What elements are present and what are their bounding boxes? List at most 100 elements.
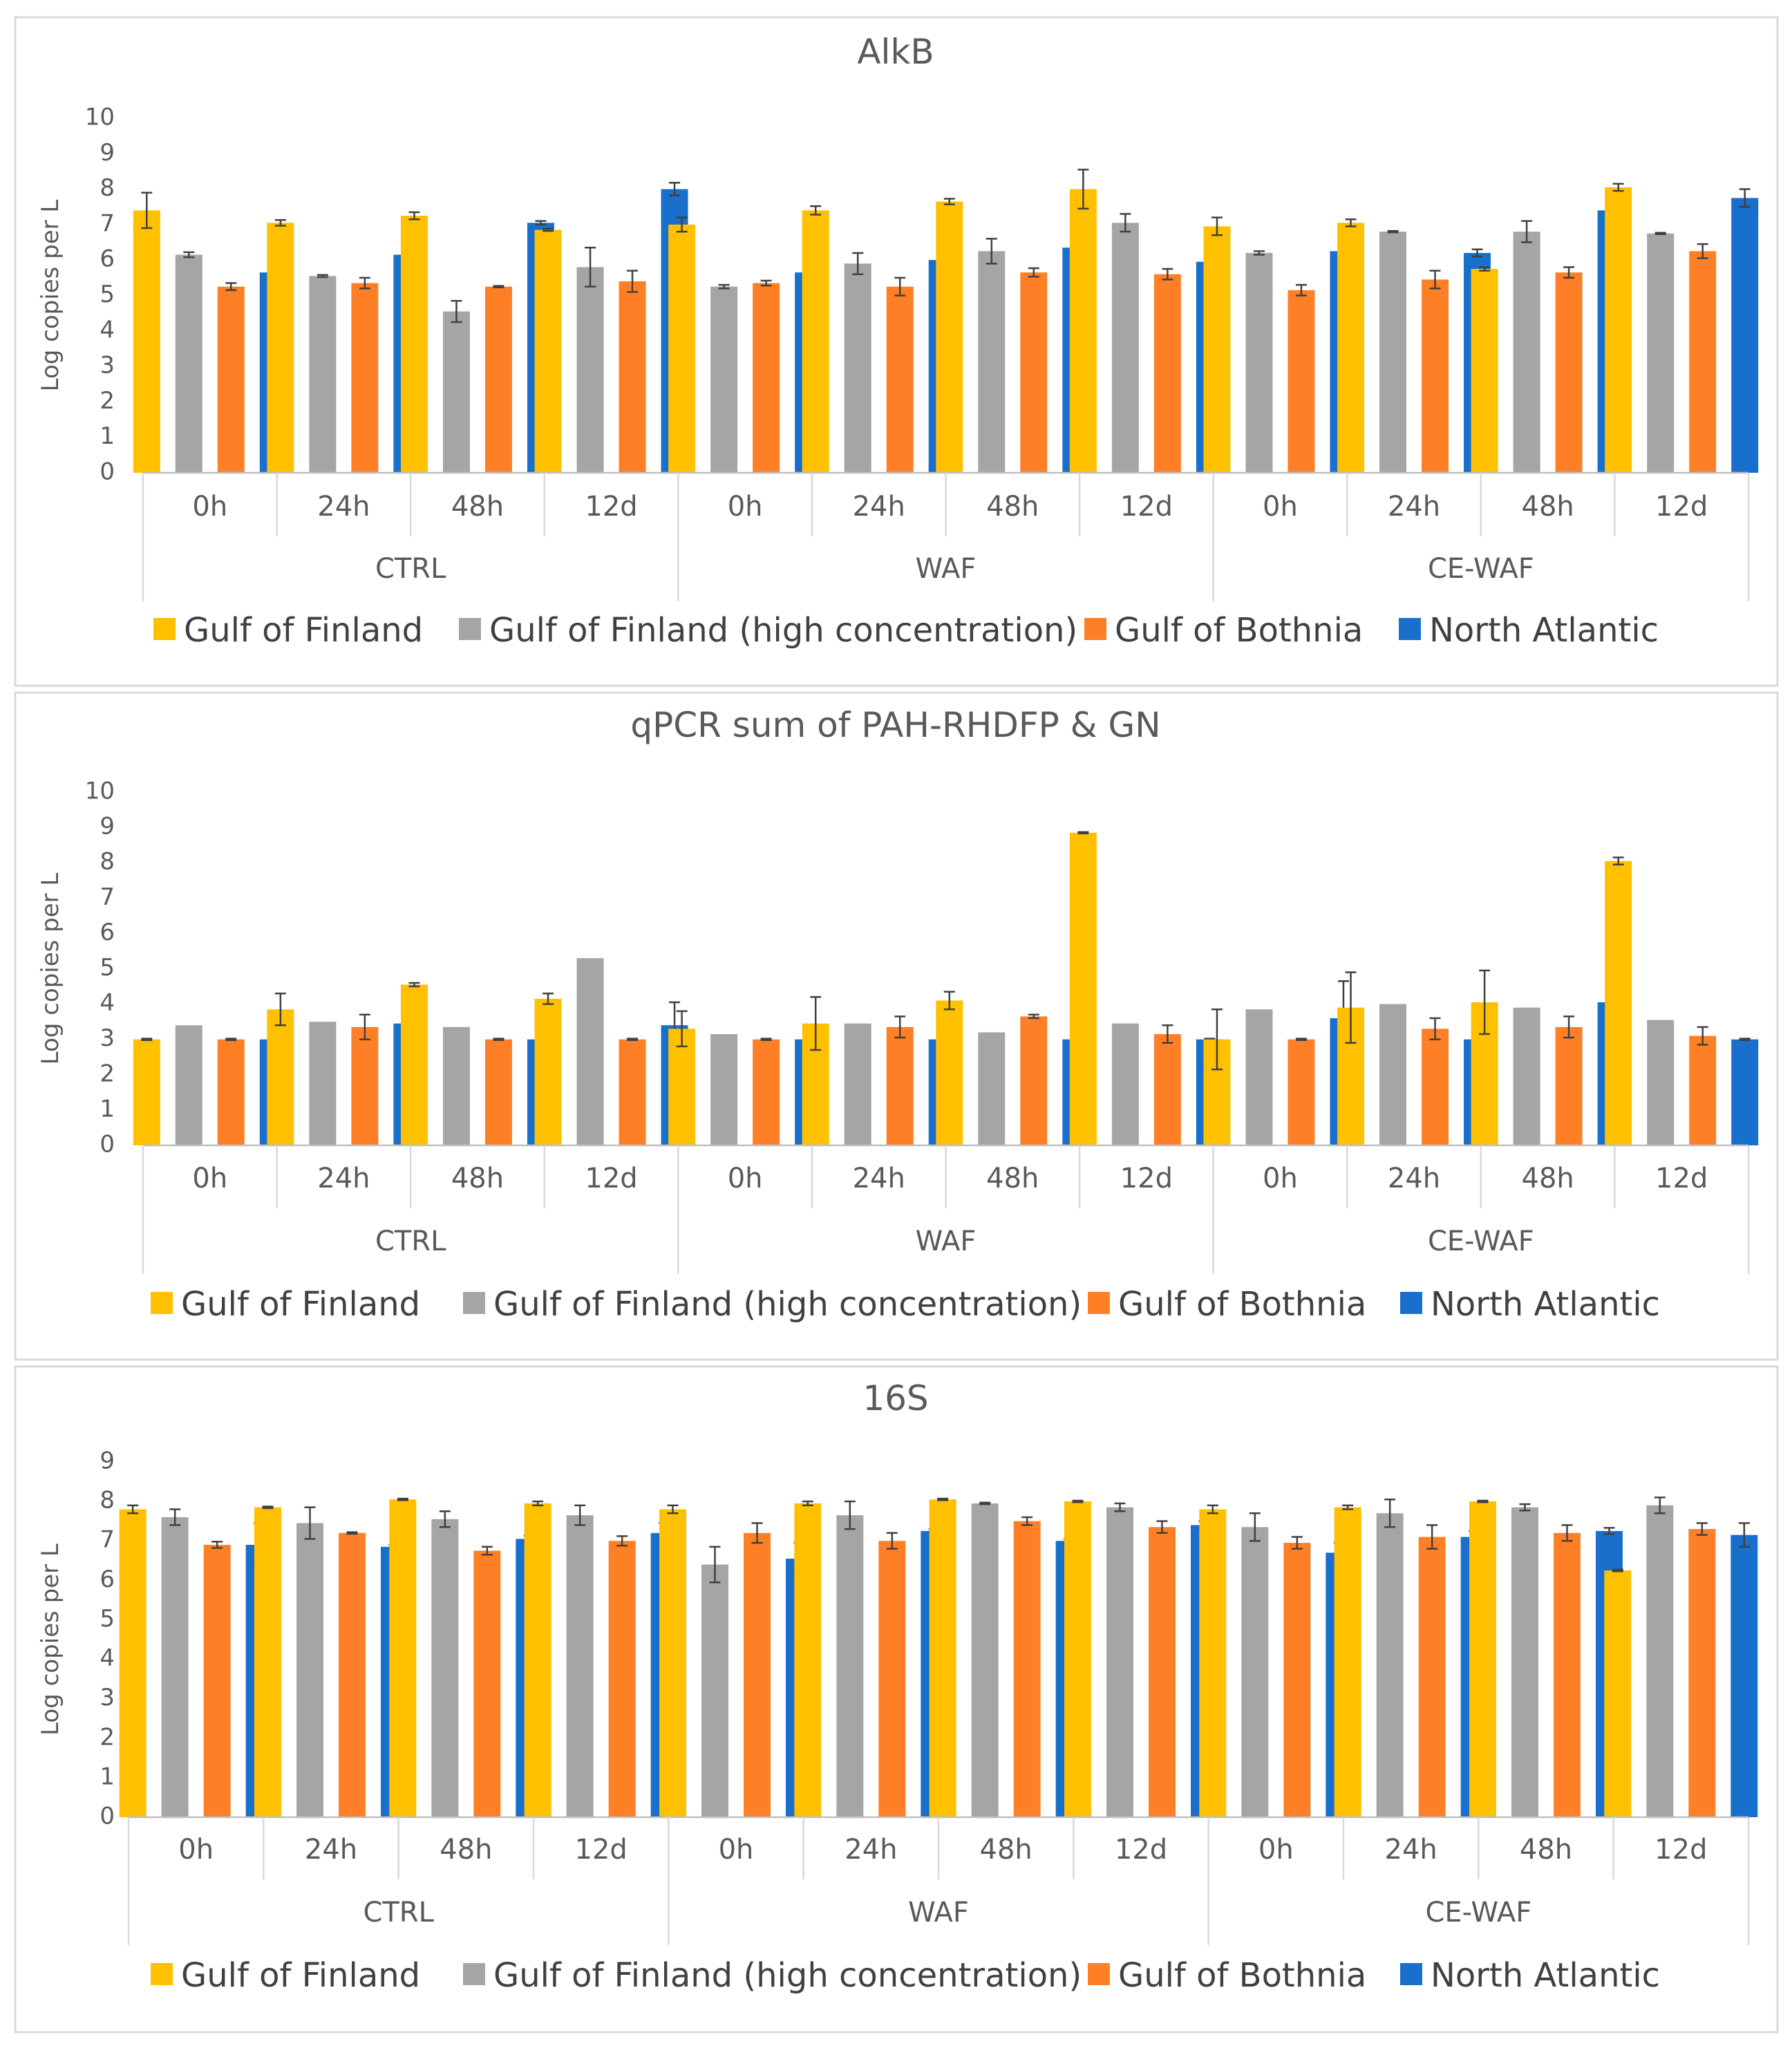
bar-gulf-finland-high	[1379, 232, 1407, 473]
error-bar	[439, 1510, 451, 1528]
group-label: WAF	[916, 553, 977, 585]
error-bar	[359, 1013, 370, 1040]
group-label: WAF	[908, 1897, 969, 1928]
bar-gulf-finland	[524, 1503, 551, 1817]
error-bar	[627, 1038, 639, 1041]
bar-gulf-finland-high	[1376, 1513, 1404, 1817]
error-bar	[141, 191, 153, 229]
bar-gulf-finland-high	[309, 276, 337, 473]
bar-gulf-finland-high	[296, 1523, 323, 1817]
error-bar	[852, 252, 864, 275]
error-bar	[1697, 1026, 1708, 1046]
legend-swatch	[463, 1292, 485, 1314]
bar-gulf-bothnia	[1688, 1529, 1716, 1817]
x-tick-label: 0h	[192, 491, 227, 523]
y-tick-label: 9	[100, 139, 115, 167]
bar-gulf-bothnia	[753, 283, 780, 473]
group-label: CTRL	[375, 553, 446, 585]
legend-swatch	[463, 1963, 485, 1985]
error-bar	[1479, 969, 1491, 1035]
bar-gulf-finland-high	[442, 311, 470, 473]
x-tick-label: 48h	[1522, 491, 1574, 523]
x-tick-label: 48h	[451, 1163, 504, 1194]
x-tick-label: 12d	[1120, 1163, 1173, 1194]
bar-gulf-bothnia	[1153, 1034, 1181, 1145]
error-bar	[1211, 216, 1223, 236]
error-bar	[1077, 831, 1089, 835]
error-bar	[894, 1015, 906, 1039]
error-bar	[1114, 1502, 1126, 1512]
group-label: WAF	[916, 1226, 977, 1257]
legend-swatch	[1084, 618, 1106, 640]
bar-gulf-finland	[400, 984, 428, 1145]
error-bar	[1345, 218, 1357, 227]
x-tick-label: 24h	[1385, 1834, 1437, 1866]
x-tick-label: 12d	[575, 1834, 628, 1866]
error-bar	[616, 1535, 628, 1547]
y-tick-label: 6	[100, 919, 115, 946]
legend-label: North Atlantic	[1431, 1285, 1660, 1324]
error-bar	[304, 1506, 316, 1540]
chart-panel-3: 16S 0 1 2 3 4 5 6 7 8 9 Log copies per L 0h 24h 48h 12d…	[14, 1365, 1779, 2034]
error-bar	[1345, 971, 1357, 1044]
x-tick-label: 0h	[178, 1834, 214, 1866]
error-bar	[1739, 1038, 1751, 1041]
bar-gulf-finland-high	[1106, 1507, 1133, 1817]
error-bar	[1072, 1499, 1084, 1503]
x-tick-label: 0h	[1263, 1163, 1298, 1194]
bar-gulf-finland-high	[710, 1034, 738, 1145]
error-bar	[451, 299, 462, 323]
chart-title: AlkB	[857, 32, 934, 72]
y-tick-label: 8	[100, 1487, 115, 1514]
error-bar	[943, 991, 955, 1011]
error-bar	[1253, 250, 1265, 256]
bar-gulf-finland	[389, 1499, 417, 1817]
x-tick-label: 12d	[1655, 1163, 1708, 1194]
bar-gulf-bothnia	[1013, 1521, 1041, 1817]
x-tick-label: 12d	[1655, 491, 1708, 523]
error-bar	[1471, 248, 1483, 258]
x-tick-label: 24h	[1388, 491, 1440, 523]
error-bar	[886, 1532, 898, 1550]
error-bar	[979, 1501, 991, 1505]
bar-gulf-finland	[1469, 1501, 1496, 1817]
bar-gulf-finland-high	[1111, 1023, 1139, 1145]
bar-gulf-finland-high	[431, 1519, 459, 1817]
bar-gulf-finland	[267, 223, 294, 473]
error-bar	[346, 1531, 358, 1535]
x-tick-label: 24h	[305, 1834, 357, 1866]
error-bar	[627, 270, 639, 293]
legend-swatch	[151, 1292, 173, 1314]
legend-swatch	[1400, 1963, 1422, 1985]
error-bar	[1295, 1038, 1307, 1041]
legend-label: Gulf of Finland	[181, 1285, 420, 1324]
error-bar	[760, 279, 772, 287]
bar-north-atlantic	[1730, 1534, 1758, 1817]
bar-gulf-finland-high	[175, 254, 202, 473]
y-tick-label: 7	[100, 1526, 115, 1554]
error-bar	[1521, 220, 1533, 243]
legend-label: Gulf of Finland (high concentration)	[493, 1285, 1082, 1324]
bar-gulf-finland-high	[1647, 1020, 1675, 1145]
error-bar	[667, 1504, 679, 1514]
x-tick-label: 48h	[1522, 1163, 1574, 1194]
x-tick-label: 0h	[719, 1834, 754, 1866]
y-tick-label: 7	[100, 209, 115, 237]
error-bar	[676, 1010, 688, 1048]
error-bar	[1162, 1024, 1173, 1044]
bar-gulf-finland	[1334, 1507, 1361, 1817]
legend-label: North Atlantic	[1429, 611, 1659, 650]
error-bar	[1291, 1536, 1303, 1550]
error-bar	[1429, 270, 1441, 290]
error-bar	[1563, 266, 1575, 279]
legend-label: Gulf of Bothnia	[1118, 1956, 1366, 1995]
x-tick-label: 24h	[317, 491, 370, 523]
y-tick-label: 9	[100, 813, 115, 841]
bar-gulf-bothnia	[1020, 1016, 1048, 1145]
error-bar	[985, 238, 997, 265]
error-bar	[535, 220, 547, 226]
error-bar	[408, 211, 420, 220]
error-bar	[1342, 1504, 1354, 1510]
error-bar	[317, 274, 328, 279]
error-bar	[1561, 1524, 1573, 1542]
